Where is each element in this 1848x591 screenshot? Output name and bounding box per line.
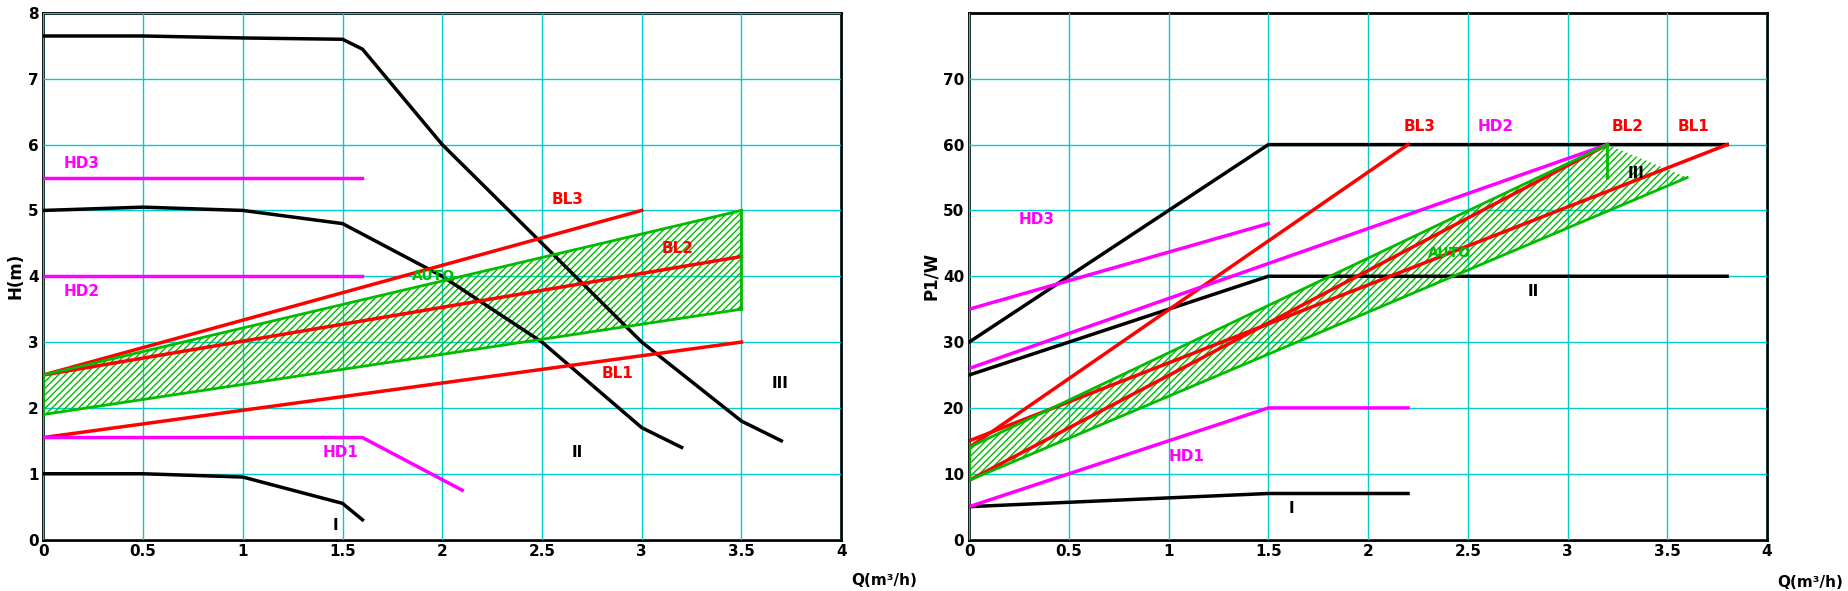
Text: II: II: [571, 445, 584, 460]
Text: HD3: HD3: [63, 155, 100, 171]
Text: HD2: HD2: [1478, 119, 1514, 134]
Text: III: III: [771, 376, 789, 391]
Text: II: II: [1528, 284, 1539, 299]
Y-axis label: H(m): H(m): [7, 253, 24, 300]
Text: HD3: HD3: [1018, 212, 1055, 226]
Text: BL1: BL1: [1678, 119, 1709, 134]
Text: AUTO: AUTO: [1429, 245, 1471, 259]
Text: BL2: BL2: [1611, 119, 1643, 134]
Text: BL3: BL3: [553, 192, 584, 207]
Text: I: I: [333, 518, 338, 532]
Text: BL3: BL3: [1404, 119, 1436, 134]
Text: Q(m³/h): Q(m³/h): [852, 573, 917, 588]
Text: III: III: [1628, 165, 1645, 180]
Text: AUTO: AUTO: [412, 268, 455, 282]
Text: Q(m³/h): Q(m³/h): [1778, 575, 1842, 590]
Text: BL1: BL1: [602, 366, 634, 381]
Text: HD1: HD1: [1168, 449, 1205, 463]
Text: HD1: HD1: [323, 445, 359, 460]
Text: I: I: [1288, 501, 1294, 517]
Text: HD2: HD2: [63, 284, 100, 299]
Y-axis label: P1/W: P1/W: [922, 252, 941, 300]
Text: BL2: BL2: [662, 241, 693, 256]
